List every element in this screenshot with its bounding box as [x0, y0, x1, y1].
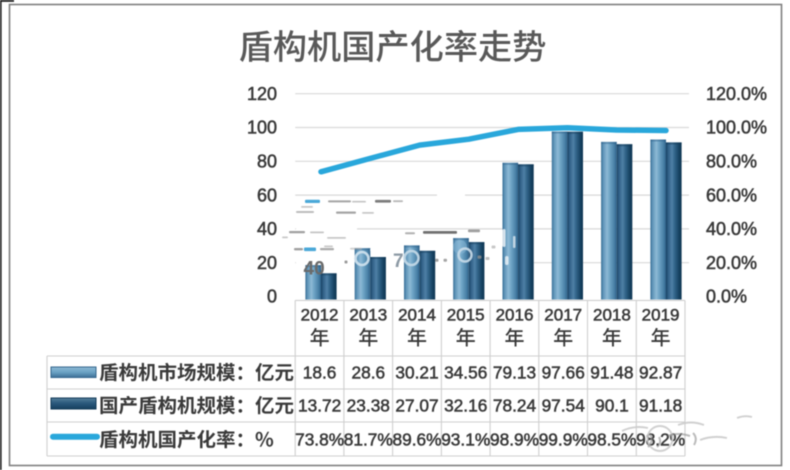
svg-text:40.0%: 40.0% — [706, 219, 757, 239]
svg-text:100: 100 — [247, 118, 277, 138]
svg-text:2016: 2016 — [496, 306, 534, 325]
svg-text:98.5%: 98.5% — [587, 429, 636, 449]
svg-text:2015: 2015 — [447, 306, 485, 325]
svg-text:2014: 2014 — [398, 306, 436, 325]
svg-text:93.1%: 93.1% — [441, 429, 490, 449]
svg-text:92.87: 92.87 — [639, 363, 682, 383]
svg-text:20: 20 — [257, 253, 277, 273]
svg-text:2012: 2012 — [301, 306, 339, 325]
svg-text:0.0%: 0.0% — [706, 287, 747, 307]
svg-text:120.0%: 120.0% — [706, 84, 767, 104]
svg-text:34.56: 34.56 — [444, 363, 487, 383]
svg-text:2018: 2018 — [593, 306, 631, 325]
svg-text:89.6%: 89.6% — [392, 429, 441, 449]
svg-text:91.18: 91.18 — [639, 396, 682, 416]
svg-text:97.54: 97.54 — [542, 396, 586, 416]
svg-text:2019: 2019 — [642, 306, 680, 325]
svg-text:28.6: 28.6 — [351, 363, 385, 383]
svg-text:81.7%: 81.7% — [344, 429, 393, 449]
svg-text:30.21: 30.21 — [395, 363, 438, 383]
svg-text:2017: 2017 — [544, 306, 582, 325]
svg-text:0: 0 — [267, 287, 277, 307]
svg-text:60: 60 — [257, 185, 277, 205]
svg-text:97.66: 97.66 — [542, 363, 585, 383]
svg-text:80.0%: 80.0% — [706, 152, 757, 172]
svg-text:80: 80 — [257, 152, 277, 172]
svg-text:91.48: 91.48 — [590, 363, 633, 383]
svg-text:2013: 2013 — [349, 306, 387, 325]
svg-text:23.38: 23.38 — [347, 396, 390, 416]
svg-text:40: 40 — [257, 219, 277, 239]
svg-text:18.6: 18.6 — [303, 363, 337, 383]
svg-text:73.8%: 73.8% — [295, 429, 344, 449]
svg-text:7: 7 — [393, 251, 404, 272]
svg-text:32.16: 32.16 — [444, 396, 487, 416]
svg-text:100.0%: 100.0% — [706, 118, 767, 138]
svg-text:78.24: 78.24 — [493, 396, 537, 416]
svg-text:79.13: 79.13 — [493, 363, 536, 383]
svg-text:27.07: 27.07 — [395, 396, 438, 416]
svg-text:98.9%: 98.9% — [490, 429, 539, 449]
svg-text:13.72: 13.72 — [298, 396, 341, 416]
svg-text:40: 40 — [304, 259, 325, 280]
svg-text:99.9%: 99.9% — [539, 429, 588, 449]
svg-text:60.0%: 60.0% — [706, 185, 757, 205]
svg-text:120: 120 — [247, 84, 277, 104]
svg-text:20.0%: 20.0% — [706, 253, 757, 273]
svg-text:90.1: 90.1 — [595, 396, 629, 416]
